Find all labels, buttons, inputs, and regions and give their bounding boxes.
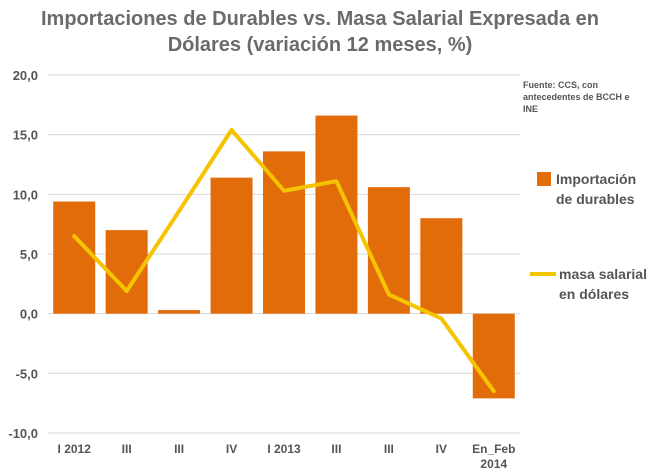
legend-bar-swatch xyxy=(537,172,551,186)
line-point xyxy=(73,235,75,237)
legend: Importación de durables masa salarial en dó… xyxy=(530,171,647,302)
legend-line-label: masa salarial xyxy=(559,266,647,282)
x-tick-label: III xyxy=(174,442,184,456)
bar xyxy=(420,218,463,314)
y-tick-label: 10,0 xyxy=(13,187,38,202)
bar xyxy=(53,201,96,314)
line-point xyxy=(126,290,128,292)
x-tick-label: IV xyxy=(436,442,447,456)
line-point xyxy=(283,190,285,192)
x-tick-label: III xyxy=(122,442,132,456)
x-tick-label: III xyxy=(331,442,341,456)
y-tick-label: 5,0 xyxy=(20,247,38,262)
bar-layer xyxy=(53,115,515,399)
chart-title-line-1: Importaciones de Durables vs. Masa Salar… xyxy=(40,8,600,30)
bar xyxy=(472,313,515,399)
line-point xyxy=(493,390,495,392)
bar xyxy=(210,177,253,314)
x-tick-label: 2014 xyxy=(480,457,507,471)
bar xyxy=(158,310,201,314)
line-point xyxy=(335,180,337,182)
line-point xyxy=(178,210,180,212)
legend-line-label: en dólares xyxy=(559,286,629,302)
y-tick-label: 20,0 xyxy=(13,68,38,83)
line-layer xyxy=(72,127,496,394)
y-tick-label: -10,0 xyxy=(8,426,38,441)
y-tick-label: 0,0 xyxy=(20,307,38,322)
bar xyxy=(263,151,305,314)
chart-source-note: Fuente: CCS, con antecedentes de BCCH e … xyxy=(523,80,630,114)
legend-bar-label: de durables xyxy=(556,191,635,207)
legend-bar-label: Importación xyxy=(556,171,636,187)
y-axis-ticks: 20,0 15,0 10,0 5,0 0,0 -5,0 -10,0 xyxy=(8,68,38,441)
line-point xyxy=(388,294,390,296)
x-tick-label: III xyxy=(384,442,394,456)
chart-title-line-2: Dólares (variación 12 meses, %) xyxy=(167,34,473,56)
x-tick-label: I 2012 xyxy=(58,442,92,456)
y-tick-label: 15,0 xyxy=(13,128,38,143)
x-tick-label: En_Feb xyxy=(472,442,515,456)
line-point xyxy=(440,317,442,319)
x-tick-label: IV xyxy=(226,442,237,456)
x-tick-label: I 2013 xyxy=(267,442,301,456)
y-tick-label: -5,0 xyxy=(16,366,38,381)
line-point xyxy=(231,129,233,131)
